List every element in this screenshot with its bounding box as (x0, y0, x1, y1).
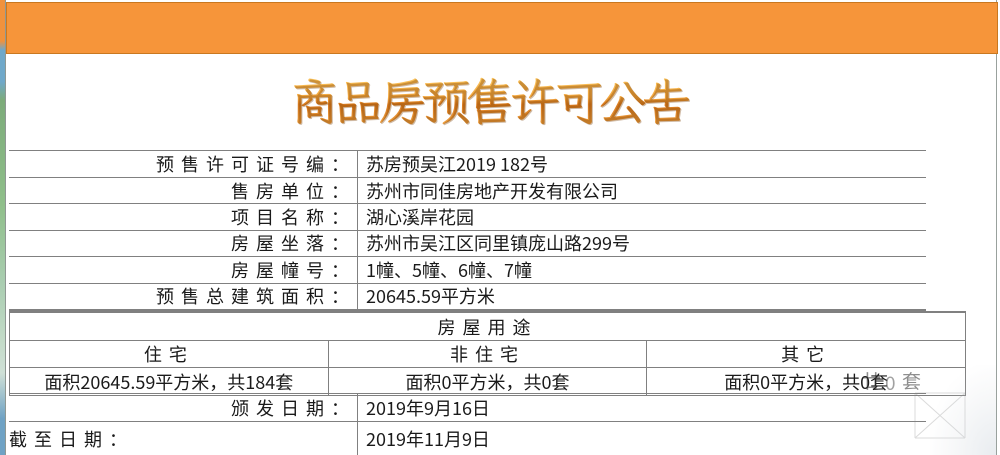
svg-text:套: 套 (902, 367, 921, 394)
svg-text:廿: 廿 (862, 367, 881, 394)
svg-text:0: 0 (885, 369, 896, 396)
